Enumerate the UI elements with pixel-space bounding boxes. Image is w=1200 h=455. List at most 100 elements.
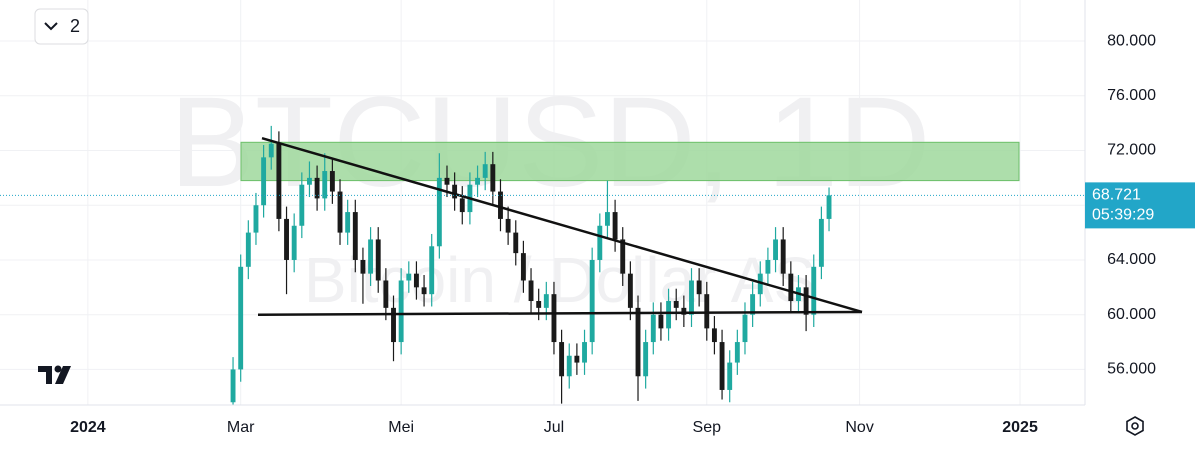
candle-body — [352, 212, 358, 260]
candle-body — [536, 301, 542, 308]
candle-body — [566, 355, 572, 377]
candle-body — [811, 266, 817, 315]
candle-body — [337, 191, 343, 233]
y-tick-label: 72.000 — [1107, 142, 1156, 159]
candle-body — [757, 273, 763, 295]
countdown-label: 05:39:29 — [1092, 207, 1154, 224]
candle-body — [230, 369, 236, 403]
candle-body — [329, 171, 335, 192]
candle-body — [284, 218, 289, 260]
candle-body — [666, 301, 672, 329]
candle-body — [513, 232, 519, 254]
candle-body — [551, 294, 557, 343]
candle-body — [475, 177, 480, 185]
candle-body — [559, 342, 565, 377]
support-line — [257, 310, 863, 316]
candle-body — [589, 259, 595, 343]
candle-body — [444, 177, 450, 185]
candle-body — [375, 239, 381, 281]
candle-body — [238, 266, 244, 370]
candle-body — [727, 362, 733, 390]
candle-body — [704, 294, 710, 329]
candle-body — [765, 259, 771, 274]
candle-body — [826, 195, 832, 219]
candle-body — [658, 314, 664, 329]
candle-body — [276, 143, 282, 219]
candle-body — [291, 225, 297, 260]
last-price-box — [1085, 182, 1195, 229]
candle-body — [773, 239, 778, 260]
candle-body — [681, 307, 687, 315]
x-tick-label: Mei — [388, 419, 414, 436]
last-price-label: 68.721 — [1092, 187, 1141, 204]
candle-body — [398, 280, 404, 343]
candle-body — [268, 143, 274, 158]
candle-body — [689, 280, 694, 315]
plot — [0, 125, 1085, 405]
candle-body — [582, 342, 587, 363]
candle-body — [673, 301, 679, 308]
candle-body — [627, 273, 633, 308]
y-tick-label: 80.000 — [1107, 32, 1156, 49]
candle-body — [253, 205, 259, 233]
y-tick-label: 56.000 — [1107, 361, 1156, 378]
candle-body — [261, 157, 267, 206]
candle-body — [360, 259, 366, 274]
x-tick-label: Nov — [845, 419, 873, 436]
candle-body — [818, 218, 824, 267]
candle-body — [612, 212, 618, 240]
toggle-count: 2 — [70, 16, 80, 36]
candle-body — [245, 232, 251, 267]
indicator-toggle[interactable]: 2 — [34, 8, 89, 45]
candle-body — [314, 177, 320, 199]
candle-body — [635, 307, 641, 377]
candle-body — [391, 307, 396, 343]
candle-body — [597, 225, 603, 260]
candle-body — [307, 177, 312, 185]
candle-body — [421, 287, 427, 295]
candle-body — [498, 191, 503, 219]
candle-body — [520, 253, 526, 281]
candle-body — [490, 164, 496, 192]
chevron-icon — [44, 22, 58, 31]
x-tick-label: Sep — [693, 419, 722, 436]
candle-body — [482, 164, 488, 178]
candle-body — [605, 212, 610, 226]
resistance-zone — [240, 141, 1020, 182]
candle-body — [528, 280, 534, 302]
candle-body — [413, 273, 419, 288]
x-tick-label: 2025 — [1002, 419, 1038, 436]
y-tick-label: 76.000 — [1107, 87, 1156, 104]
candle-body — [406, 273, 412, 281]
candle-body — [650, 314, 656, 343]
candle-body — [780, 239, 786, 274]
candle-body — [803, 287, 809, 315]
candle-body — [711, 328, 717, 343]
candle-body — [452, 184, 458, 199]
candle-body — [368, 239, 374, 274]
candle-body — [383, 280, 389, 308]
candle-body — [696, 280, 702, 295]
candle-body — [429, 246, 435, 295]
toggle-button[interactable] — [34, 8, 89, 45]
candle-body — [620, 239, 626, 274]
candle-body — [750, 294, 756, 315]
candle-body — [299, 184, 305, 226]
candle-body — [719, 342, 725, 390]
tradingview-logo — [38, 365, 71, 384]
candle-body — [788, 273, 794, 302]
candle-body — [742, 314, 748, 343]
candle-body — [345, 212, 351, 233]
x-tick-label: Jul — [544, 419, 564, 436]
candle-body — [436, 177, 442, 247]
x-tick-label: Mar — [227, 419, 255, 436]
candle-body — [505, 218, 511, 233]
settings-icon[interactable] — [1126, 416, 1144, 436]
y-tick-label: 60.000 — [1107, 306, 1156, 323]
trendline — [261, 136, 863, 314]
x-tick-label: 2024 — [70, 419, 106, 436]
candle-body — [643, 342, 649, 377]
watermark-subtitle: Bitcoin / Dollar AS — [304, 244, 816, 316]
candle-body — [459, 198, 465, 213]
